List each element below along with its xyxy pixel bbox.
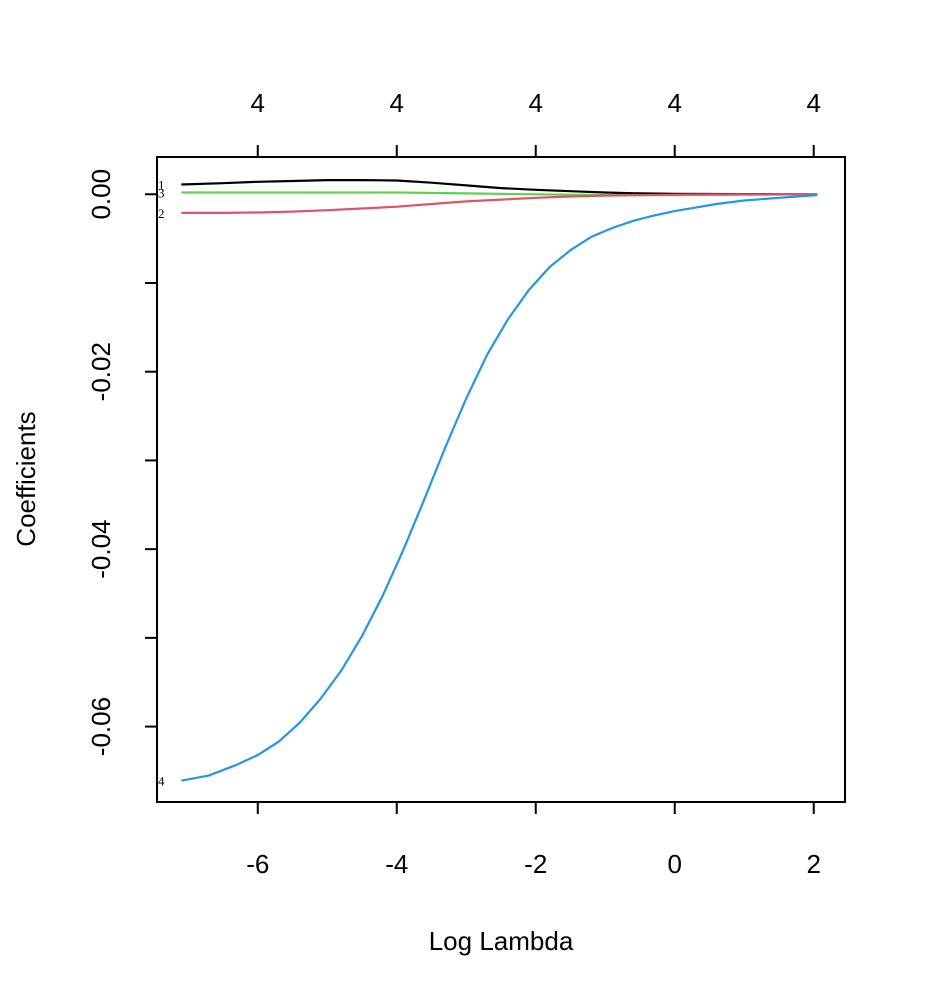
x-tick-label: -6 bbox=[246, 849, 269, 879]
top-tick-label: 4 bbox=[390, 88, 404, 118]
x-tick-label: -4 bbox=[385, 849, 408, 879]
x-axis-bottom: -6 -4 -2 0 2 bbox=[246, 802, 821, 879]
series-line-2 bbox=[181, 193, 818, 214]
series-label-4: 4 bbox=[158, 774, 165, 789]
series-line-4 bbox=[181, 194, 818, 782]
top-tick-label: 4 bbox=[806, 88, 820, 118]
series-lines: 13 2 4 bbox=[158, 178, 818, 789]
y-tick-label: -0.02 bbox=[86, 342, 116, 401]
plot-frame bbox=[156, 156, 846, 803]
x-tick-label: 2 bbox=[806, 849, 820, 879]
y-tick-label: -0.04 bbox=[86, 520, 116, 579]
x-axis-top: 4 4 4 4 4 bbox=[251, 88, 821, 157]
y-axis-title: Coefficients bbox=[11, 411, 41, 546]
y-tick-label: 0.00 bbox=[86, 169, 116, 220]
series-label-2: 2 bbox=[158, 206, 165, 221]
top-tick-label: 4 bbox=[668, 88, 682, 118]
y-axis: 0.00 -0.02 -0.04 -0.06 bbox=[86, 169, 157, 756]
series-label-1: 1 bbox=[158, 178, 165, 193]
top-tick-label: 4 bbox=[251, 88, 265, 118]
x-axis-title: Log Lambda bbox=[429, 926, 574, 956]
x-tick-label: -2 bbox=[524, 849, 547, 879]
top-tick-label: 4 bbox=[529, 88, 543, 118]
series-label-3: 3 bbox=[158, 185, 165, 200]
x-tick-label: 0 bbox=[668, 849, 682, 879]
y-tick-label: -0.06 bbox=[86, 697, 116, 756]
